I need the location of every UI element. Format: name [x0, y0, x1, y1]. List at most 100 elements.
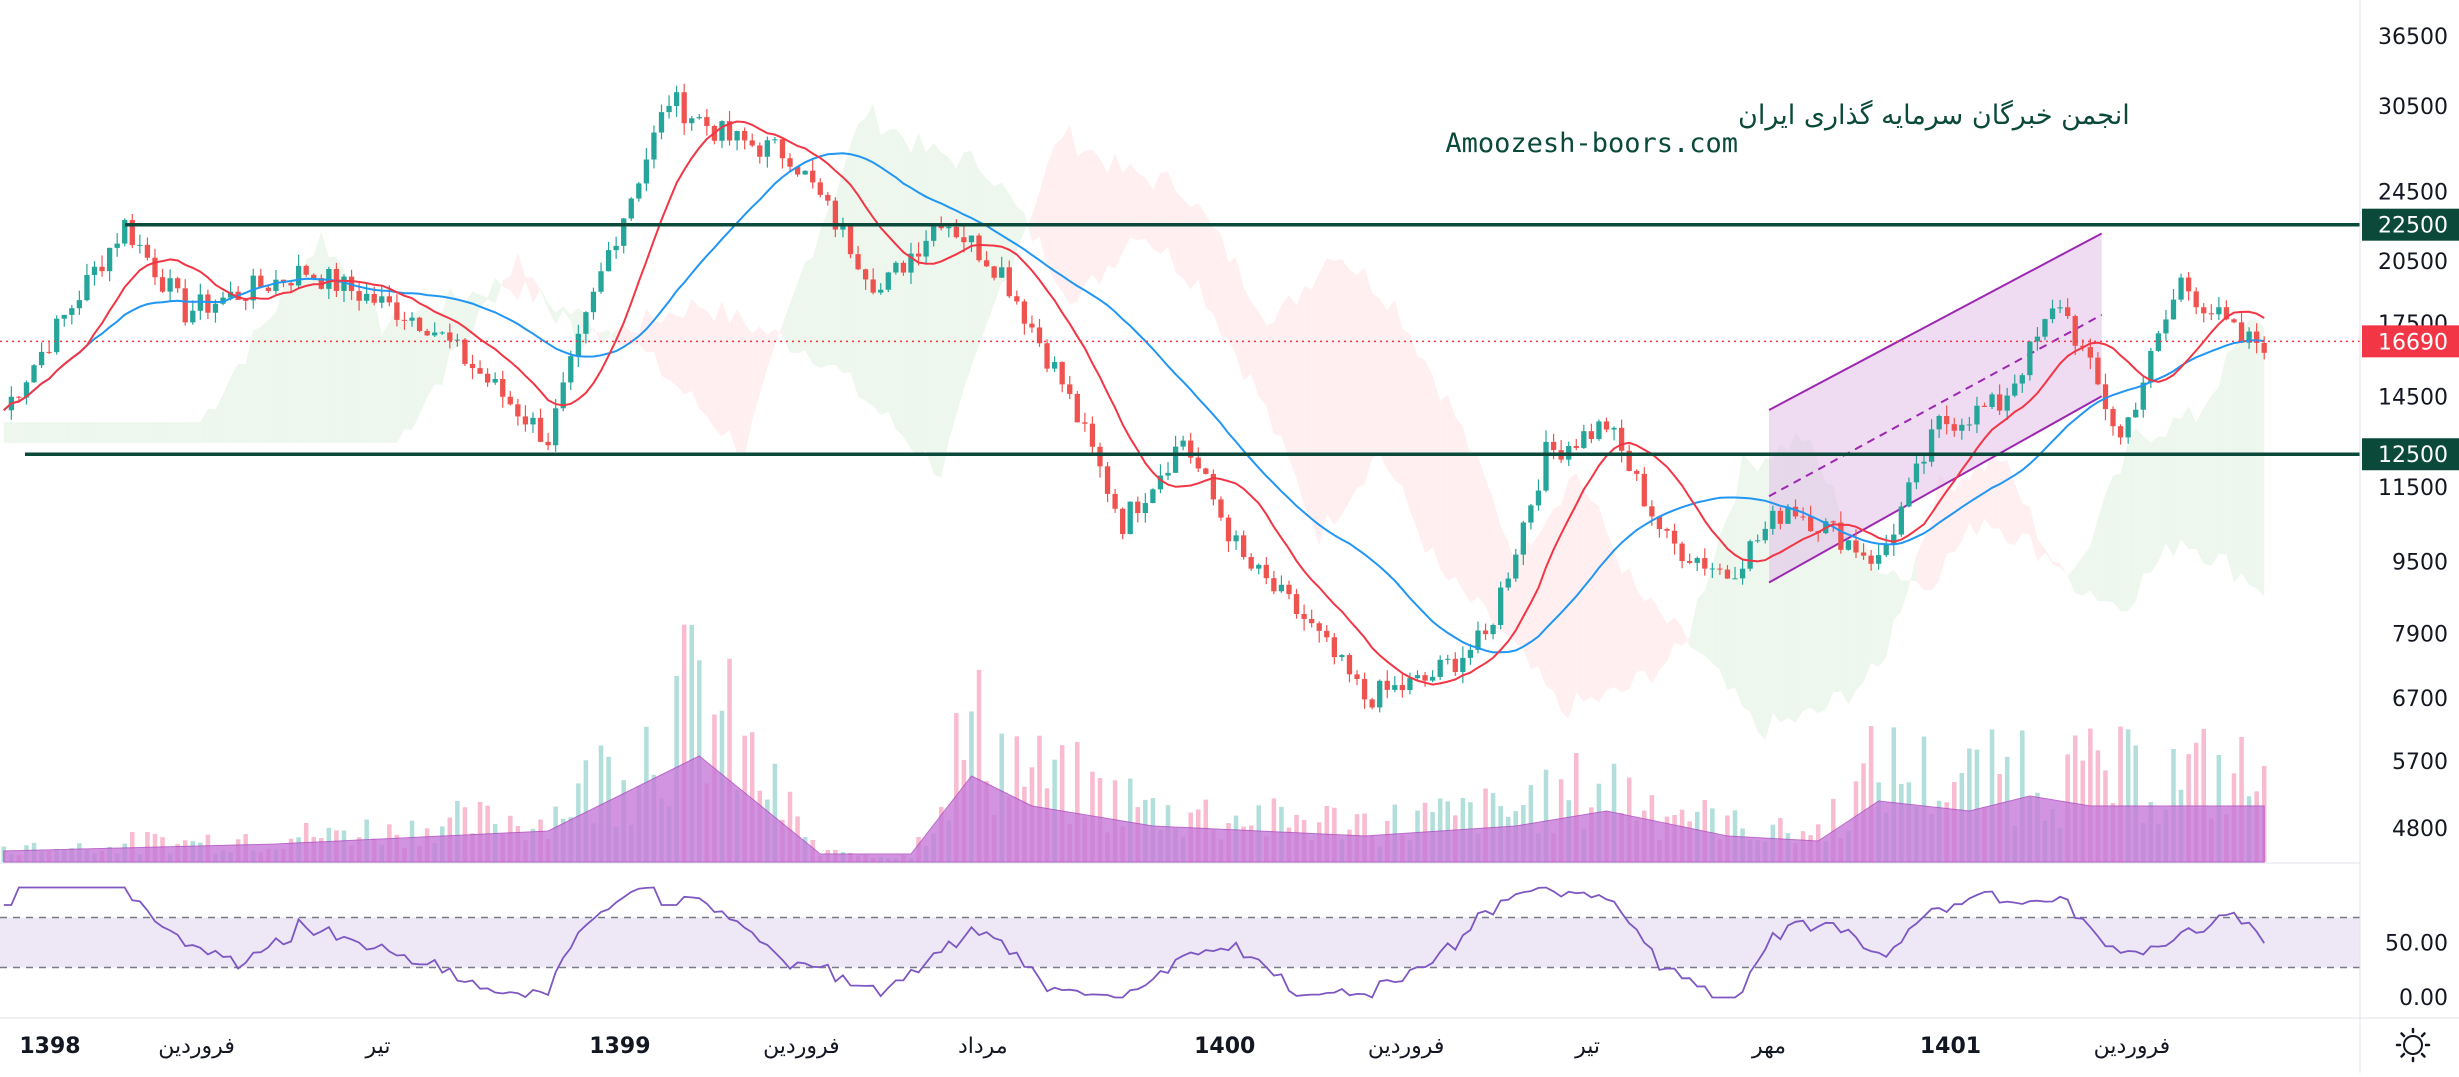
candle-body	[704, 117, 710, 126]
rsi-axis[interactable]: 50.00 0.00	[2385, 932, 2448, 1012]
candle	[416, 316, 423, 333]
candle-body	[1687, 561, 1693, 563]
channel-upper-line[interactable]	[1768, 232, 2103, 411]
candle-body	[696, 117, 702, 119]
rsi-tick-label: 50.00	[2385, 932, 2448, 957]
candle-body	[2034, 336, 2041, 342]
cloud-segment	[487, 277, 496, 304]
candle-body	[779, 139, 786, 159]
candle	[651, 125, 657, 169]
time-axis[interactable]: 1398 فروردین تیر 1399 فروردین مرداد 1400 فروردی…	[19, 1034, 2170, 1059]
candle-body	[424, 330, 430, 336]
cloud-segment	[1009, 194, 1017, 279]
cloud-segment	[1636, 589, 1645, 672]
candle-body	[1339, 655, 1345, 658]
horizontal-levels[interactable]	[0, 222, 2360, 456]
candle	[1928, 419, 1935, 467]
candle	[1664, 527, 1670, 539]
cloud-segment	[1697, 590, 1705, 656]
price-tick-label: 24500	[2378, 180, 2448, 205]
candle	[394, 294, 400, 327]
candle-body	[1921, 461, 1927, 464]
candle-body	[772, 139, 778, 141]
cloud-segment	[1576, 473, 1584, 702]
candle-body	[1437, 659, 1443, 677]
candle-body	[2095, 357, 2101, 385]
current-price-tag[interactable]	[2362, 325, 2459, 358]
level-tag[interactable]	[2362, 438, 2459, 471]
cloud-segment	[1855, 540, 1864, 691]
cloud-segment	[1757, 457, 1766, 740]
channel-lower-line[interactable]	[1768, 395, 2103, 584]
volume-bar	[2020, 730, 2025, 862]
cloud-segment	[124, 422, 133, 443]
price-channel[interactable]	[1768, 232, 2103, 584]
candle-body	[575, 333, 581, 357]
channel-mid-line[interactable]	[1768, 313, 2103, 498]
candle-body	[1498, 587, 1504, 625]
cloud-segment	[1137, 173, 1146, 241]
cloud-segment	[94, 422, 103, 443]
candle	[1188, 432, 1194, 464]
cloud-segment	[1704, 566, 1713, 664]
candle-body	[658, 112, 665, 133]
candle-body	[401, 319, 408, 321]
cloud-segment	[381, 322, 390, 443]
candle	[794, 166, 801, 177]
cloud-segment	[1220, 233, 1229, 340]
candle	[1513, 548, 1519, 582]
candle	[379, 284, 385, 309]
candle-body	[341, 276, 347, 291]
candle	[1452, 652, 1458, 676]
cloud-segment	[2256, 319, 2265, 597]
candle	[1845, 539, 1852, 551]
candle	[598, 262, 604, 294]
candle-body	[1482, 630, 1489, 635]
candle-body	[2019, 375, 2025, 384]
price-axis[interactable]: 3650030500245002050017500145001150095007…	[2362, 25, 2459, 842]
cloud-segment	[2007, 460, 2015, 545]
candle-body	[1603, 421, 1610, 430]
gear-icon[interactable]	[2395, 1027, 2431, 1063]
candle	[2065, 298, 2071, 320]
candle	[1739, 559, 1746, 585]
candle	[2042, 318, 2048, 341]
cloud-segment	[1047, 144, 1055, 282]
candle	[484, 368, 491, 387]
candle-body	[99, 266, 105, 272]
cloud-segment	[638, 308, 647, 353]
candle	[1067, 376, 1073, 400]
candle	[227, 281, 234, 301]
cloud-segment	[1976, 463, 1985, 536]
candle-body	[1346, 655, 1353, 675]
cloud-segment	[291, 278, 299, 443]
candle-body	[2087, 347, 2093, 358]
cloud-segment	[275, 286, 284, 443]
cloud-segment	[1326, 258, 1335, 525]
candle-body	[1097, 446, 1103, 467]
moving-averages	[3, 120, 2265, 686]
candle-body	[250, 275, 256, 301]
candle	[2231, 318, 2237, 324]
candle	[454, 333, 461, 347]
candle	[628, 197, 634, 222]
volume-bar	[583, 760, 589, 862]
time-tick-label: فروردین	[763, 1034, 840, 1059]
candle-body	[1188, 440, 1194, 458]
candle	[1120, 507, 1126, 540]
level-tag[interactable]	[2362, 208, 2459, 241]
candle-body	[719, 121, 725, 141]
candle	[500, 370, 506, 408]
cloud-segment	[1107, 153, 1116, 269]
cloud-segment	[1115, 153, 1123, 269]
cloud-segment	[1886, 569, 1894, 658]
volume-bar	[1059, 745, 1065, 862]
cloud-segment	[1152, 172, 1161, 255]
cloud-segment	[1394, 299, 1403, 486]
candle-body	[2201, 307, 2207, 314]
candle-body	[295, 265, 302, 286]
candle	[1596, 419, 1602, 441]
cloud-segment	[721, 301, 730, 437]
